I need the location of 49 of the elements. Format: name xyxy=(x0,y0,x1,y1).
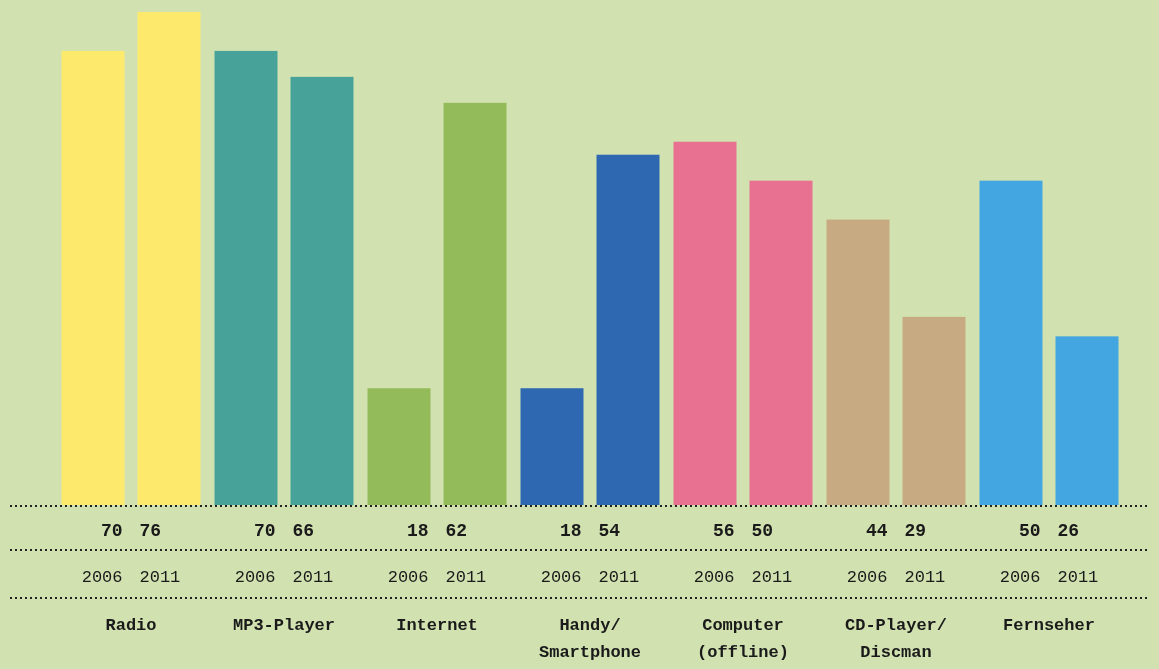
data-label: 26 xyxy=(1057,521,1080,541)
x-tick-label: 2006 xyxy=(387,568,429,587)
data-label: 76 xyxy=(139,521,162,541)
bar xyxy=(826,219,890,505)
x-tick-label: 2011 xyxy=(904,568,946,587)
x-tick-label: 2011 xyxy=(445,568,487,587)
data-label: 50 xyxy=(1018,521,1041,541)
data-label: 62 xyxy=(445,521,468,541)
data-label: 54 xyxy=(598,521,621,541)
x-tick-label: 2011 xyxy=(292,568,334,587)
text: Fernseher xyxy=(1003,616,1095,635)
x-tick-label: 2006 xyxy=(81,568,123,587)
data-label: 50 xyxy=(751,521,774,541)
data-label: 44 xyxy=(865,521,888,541)
bar xyxy=(520,388,584,505)
bar xyxy=(214,50,278,505)
x-tick-label: 2006 xyxy=(693,568,735,587)
text: MP3-Player xyxy=(232,616,336,635)
x-tick-label: 2011 xyxy=(598,568,640,587)
data-label: 29 xyxy=(904,521,927,541)
data-label: 66 xyxy=(292,521,315,541)
text: Handy/ Smartphone xyxy=(538,616,642,662)
bar xyxy=(902,316,966,505)
x-tick-label: 2006 xyxy=(540,568,582,587)
bar xyxy=(290,76,354,505)
x-tick-label: 2006 xyxy=(234,568,276,587)
bar xyxy=(749,180,813,505)
text: Radio xyxy=(105,616,157,635)
text: Computer (offline) xyxy=(697,616,789,662)
bar xyxy=(1055,336,1119,505)
bar xyxy=(367,388,431,505)
bar xyxy=(61,50,125,505)
x-tick-label: 2006 xyxy=(999,568,1041,587)
bar xyxy=(979,180,1043,505)
x-tick-label: 2011 xyxy=(1057,568,1099,587)
x-tick-label: 2011 xyxy=(751,568,793,587)
data-label: 18 xyxy=(406,521,429,541)
text: Internet xyxy=(396,616,478,635)
bar xyxy=(137,12,201,505)
text: CD-Player/ Discman xyxy=(844,616,948,662)
bar xyxy=(596,154,660,505)
x-tick-label: 2011 xyxy=(139,568,181,587)
data-label: 70 xyxy=(253,521,276,541)
data-label: 56 xyxy=(712,521,735,541)
x-tick-label: 2006 xyxy=(846,568,888,587)
bar xyxy=(673,141,737,505)
data-label: 70 xyxy=(100,521,123,541)
bar xyxy=(443,102,507,505)
data-label: 18 xyxy=(559,521,582,541)
